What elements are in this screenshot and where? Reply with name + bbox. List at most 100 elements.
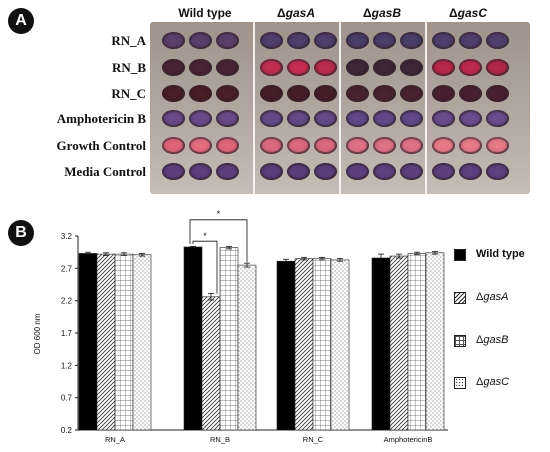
row-label-4: Amphotericin B <box>56 111 146 126</box>
well-r5-c1 <box>162 137 185 154</box>
well-r3-c5 <box>287 85 310 102</box>
bar-RN_A-series-1 <box>78 253 98 431</box>
bar-RN_B-series-2 <box>201 296 221 431</box>
row-label-2: RN_B <box>112 60 146 75</box>
well-r1-c6 <box>314 32 337 49</box>
well-r4-c9 <box>400 110 423 127</box>
well-r1-c12 <box>486 32 509 49</box>
bar-AmphotericinB-series-3 <box>407 253 427 431</box>
well-r2-c8 <box>373 59 396 76</box>
well-r6-c12 <box>486 163 509 180</box>
y-tick-label: 3.2 <box>61 232 73 241</box>
well-r2-c5 <box>287 59 310 76</box>
y-tick-label: 2.2 <box>61 297 73 306</box>
y-axis-label: OD 600 nm <box>33 313 42 354</box>
x-category-label: RN_A <box>105 435 125 444</box>
y-tick-label: 0.2 <box>61 426 73 435</box>
well-r3-c1 <box>162 85 185 102</box>
column-header-1: Wild type <box>178 6 232 20</box>
plate-group-divider <box>253 22 255 194</box>
well-r1-c1 <box>162 32 185 49</box>
well-r3-c12 <box>486 85 509 102</box>
well-r4-c6 <box>314 110 337 127</box>
legend-item-1: Wild type <box>454 248 525 261</box>
well-r2-c1 <box>162 59 185 76</box>
well-r5-c2 <box>189 137 212 154</box>
well-r5-c12 <box>486 137 509 154</box>
chart-error-bars <box>85 245 438 301</box>
well-r1-c5 <box>287 32 310 49</box>
legend-swatch <box>454 292 466 304</box>
well-r5-c7 <box>346 137 369 154</box>
well-r4-c4 <box>260 110 283 127</box>
well-r3-c10 <box>432 85 455 102</box>
well-r5-c11 <box>459 137 482 154</box>
well-r2-c2 <box>189 59 212 76</box>
well-r1-c9 <box>400 32 423 49</box>
well-r3-c4 <box>260 85 283 102</box>
y-tick-label: 0.7 <box>61 394 73 403</box>
chart-bars <box>78 246 445 431</box>
bar-AmphotericinB-series-4 <box>425 252 445 431</box>
well-r1-c3 <box>216 32 239 49</box>
bar-RN_C-series-1 <box>276 260 296 431</box>
panel-a-badge: A <box>8 8 34 34</box>
well-r5-c9 <box>400 137 423 154</box>
row-label-1: RN_A <box>111 33 146 48</box>
well-r2-c10 <box>432 59 455 76</box>
bar-RN_C-series-3 <box>312 258 332 431</box>
legend-swatch <box>454 249 466 261</box>
well-r1-c8 <box>373 32 396 49</box>
well-r4-c1 <box>162 110 185 127</box>
well-r1-c4 <box>260 32 283 49</box>
well-r6-c7 <box>346 163 369 180</box>
column-header-4: ΔgasC <box>449 6 487 20</box>
well-r4-c2 <box>189 110 212 127</box>
significance-mark-outer: * <box>217 209 221 219</box>
well-r2-c7 <box>346 59 369 76</box>
well-r1-c2 <box>189 32 212 49</box>
well-r4-c5 <box>287 110 310 127</box>
well-r4-c8 <box>373 110 396 127</box>
well-r6-c4 <box>260 163 283 180</box>
well-r3-c2 <box>189 85 212 102</box>
y-tick-label: 1.2 <box>61 361 73 370</box>
panel-b-badge: B <box>8 220 34 246</box>
well-r2-c12 <box>486 59 509 76</box>
bar-RN_B-series-4 <box>237 264 257 431</box>
well-r2-c3 <box>216 59 239 76</box>
well-r4-c11 <box>459 110 482 127</box>
bar-RN_C-series-4 <box>330 259 350 431</box>
plate-group-divider <box>339 22 341 194</box>
well-r4-c3 <box>216 110 239 127</box>
significance-bracket-outer <box>189 219 248 263</box>
row-label-3: RN_C <box>111 86 146 101</box>
row-label-5: Growth Control <box>56 138 146 153</box>
well-r1-c7 <box>346 32 369 49</box>
well-r2-c4 <box>260 59 283 76</box>
legend-swatch <box>454 377 466 389</box>
well-r6-c8 <box>373 163 396 180</box>
well-r1-c11 <box>459 32 482 49</box>
well-r3-c6 <box>314 85 337 102</box>
row-label-6: Media Control <box>64 164 146 179</box>
x-category-label: RN_B <box>210 435 230 444</box>
well-r6-c2 <box>189 163 212 180</box>
well-r2-c6 <box>314 59 337 76</box>
bar-RN_C-series-2 <box>294 258 314 431</box>
well-r1-c10 <box>432 32 455 49</box>
x-category-label: RN_C <box>303 435 324 444</box>
well-r5-c8 <box>373 137 396 154</box>
well-r4-c10 <box>432 110 455 127</box>
well-r6-c3 <box>216 163 239 180</box>
well-r3-c11 <box>459 85 482 102</box>
legend-item-3: ΔgasB <box>454 334 508 347</box>
bar-RN_A-series-2 <box>96 253 116 431</box>
well-r5-c6 <box>314 137 337 154</box>
bar-RN_A-series-3 <box>114 253 134 431</box>
bar-RN_A-series-4 <box>132 254 152 431</box>
column-header-2: ΔgasA <box>277 6 315 20</box>
column-header-3: ΔgasB <box>363 6 401 20</box>
well-r4-c12 <box>486 110 509 127</box>
